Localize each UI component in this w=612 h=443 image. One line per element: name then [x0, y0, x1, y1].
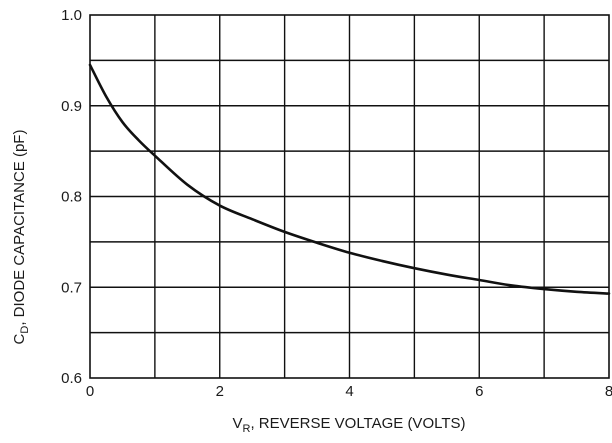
plot-frame	[89, 14, 610, 379]
capacitance-curve	[88, 63, 611, 295]
y-tick-label: 0.8	[61, 189, 82, 206]
y-tick-labels: 0.6 0.7 0.8 0.9 1.0	[61, 7, 82, 387]
grid	[90, 15, 609, 378]
y-tick-label: 0.7	[61, 279, 82, 296]
x-axis-title: VR, REVERSE VOLTAGE (VOLTS)	[232, 415, 465, 435]
y-tick-label: 0.9	[61, 98, 82, 115]
y-axis-title: CD, DIODE CAPACITANCE (pF)	[11, 130, 31, 345]
x-tick-labels: 0 2 4 6 8	[86, 383, 612, 400]
x-tick-label: 8	[605, 383, 612, 400]
x-tick-label: 4	[345, 383, 353, 400]
y-tick-label: 0.6	[61, 370, 82, 387]
y-tick-label: 1.0	[61, 7, 82, 24]
x-tick-label: 6	[475, 383, 483, 400]
x-tick-label: 0	[86, 383, 94, 400]
x-tick-label: 2	[216, 383, 224, 400]
